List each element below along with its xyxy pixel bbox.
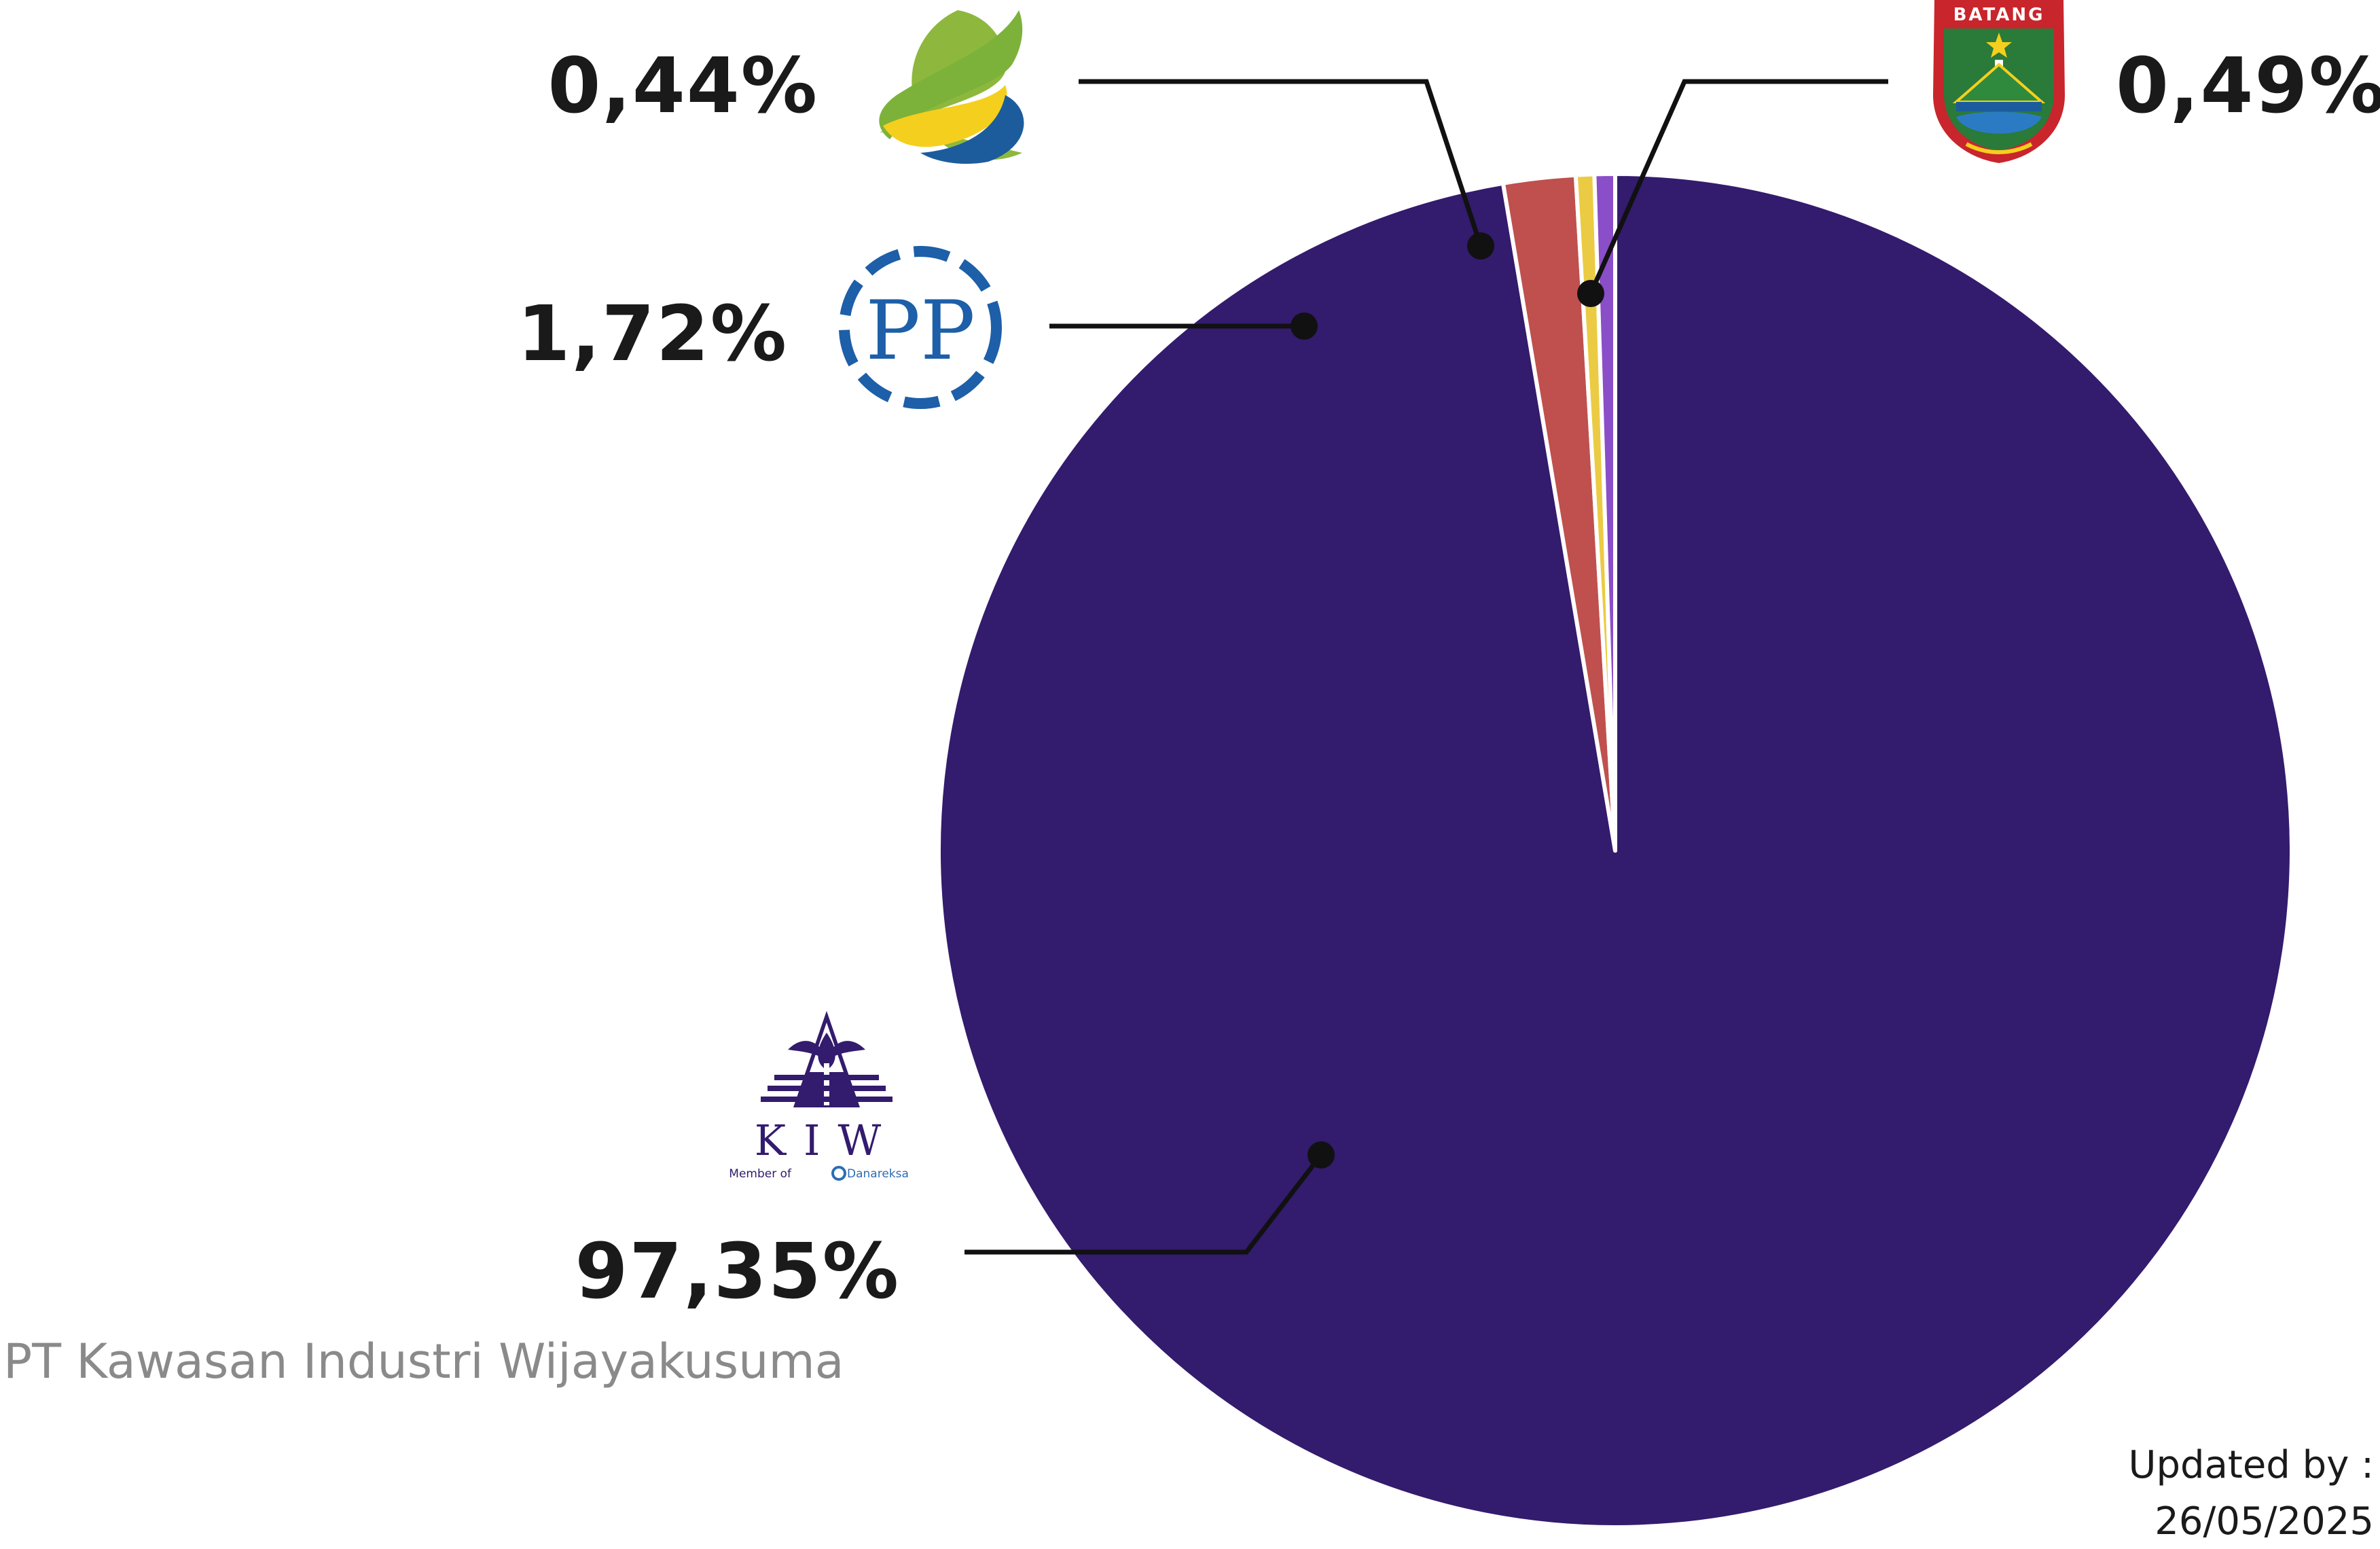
batang-crest-logo: BATANG xyxy=(1933,0,2065,163)
batang-crest-text: BATANG xyxy=(1953,5,2045,25)
danareksa-icon xyxy=(831,1166,846,1181)
updated-date: 26/05/2025 xyxy=(2154,1499,2374,1544)
kiw-logo-tagline: Member of xyxy=(729,1167,792,1181)
slice-label-green: 0,44% xyxy=(547,42,818,130)
leader-dot-kiw xyxy=(1308,1141,1335,1169)
leader-dots xyxy=(1291,232,1604,1169)
kiw-logo-text: KIW xyxy=(755,1116,899,1165)
kiw-logo-parent: Danareksa xyxy=(847,1167,909,1181)
pie-slices xyxy=(937,172,2294,1529)
company-name-kiw: PT Kawasan Industri Wijayakusuma xyxy=(3,1334,844,1389)
leader-line-green xyxy=(1079,79,1483,247)
leader-line-kiw xyxy=(964,1153,1323,1255)
pp-logo: PP xyxy=(839,246,1002,409)
leader-lines xyxy=(964,79,1888,1255)
slice-label-kiw: 97,35% xyxy=(575,1228,900,1316)
pp-logo-text: PP xyxy=(865,284,975,378)
kiw-logo: KIW Member of Danareksa xyxy=(729,1011,909,1181)
updated-label: Updated by : xyxy=(2128,1443,2374,1487)
slice-label-pp: 1,72% xyxy=(517,290,788,378)
leader-dot-batang xyxy=(1577,280,1604,307)
leader-dot-green xyxy=(1467,232,1494,260)
slice-label-batang: 0,49% xyxy=(2116,42,2380,130)
leader-dot-pp xyxy=(1291,313,1318,340)
leader-line-batang xyxy=(1588,79,1888,295)
green-wave-logo xyxy=(879,10,1024,164)
pie-slice-batang xyxy=(1592,172,1617,853)
